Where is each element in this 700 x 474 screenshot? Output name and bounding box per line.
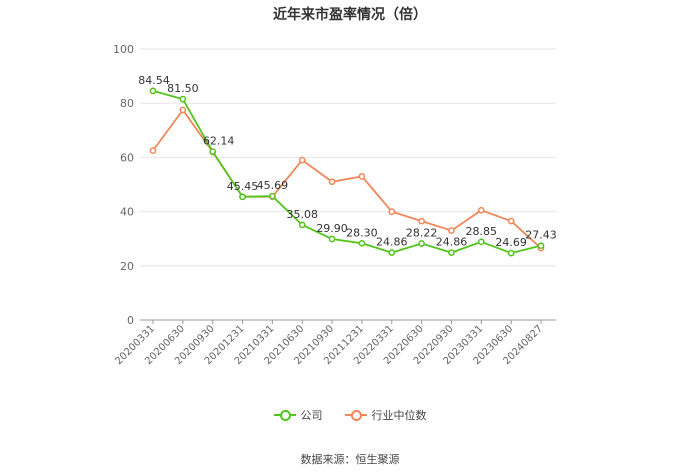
data-point-company — [388, 249, 396, 256]
data-label-company: 24.86 — [376, 236, 408, 249]
data-label-company: 45.45 — [227, 180, 259, 193]
data-source: 数据来源：恒生聚源 — [300, 453, 400, 466]
y-tick-label: 80 — [120, 97, 134, 110]
data-label-company: 45.69 — [257, 179, 289, 192]
data-label-company: 27.43 — [525, 229, 557, 242]
data-point-company — [418, 240, 425, 247]
y-tick-label: 100 — [113, 43, 134, 56]
data-point-company — [328, 235, 336, 243]
grid-lines — [140, 48, 556, 267]
y-tick-label: 40 — [120, 206, 134, 219]
chart-title: 近年来市盈率情况（倍） — [273, 7, 427, 23]
data-label-company: 81.50 — [167, 82, 199, 95]
data-point-company — [179, 95, 187, 103]
data-label-company: 24.69 — [495, 236, 527, 249]
data-point-company — [477, 238, 485, 246]
legend-company-swatch — [273, 409, 296, 421]
data-point-industry-median — [448, 227, 455, 234]
data-point-company — [358, 239, 366, 247]
data-point-industry-median — [149, 147, 157, 154]
data-label-company: 29.90 — [316, 222, 348, 235]
data-point-industry-median — [418, 217, 425, 225]
legend-company-label: 公司 — [300, 409, 323, 422]
data-point-industry-median — [328, 178, 336, 186]
legend-industry-label: 行业中位数 — [371, 409, 427, 422]
data-point-industry-median — [179, 106, 187, 114]
data-point-company — [209, 148, 217, 155]
data-point-company — [537, 242, 545, 250]
data-label-company: 35.08 — [286, 208, 318, 221]
data-point-company — [269, 192, 276, 200]
data-point-company — [239, 193, 246, 201]
data-point-industry-median — [358, 173, 366, 180]
data-label-company: 84.54 — [138, 74, 170, 87]
legend: 公司 行业中位数 — [0, 407, 700, 423]
series-lines — [149, 87, 545, 257]
legend-item-industry-median[interactable]: 行业中位数 — [344, 407, 427, 423]
y-tick-label: 0 — [127, 314, 134, 327]
y-tick-label: 60 — [120, 151, 134, 164]
series-line-company — [152, 90, 542, 255]
data-label-company: 28.30 — [346, 226, 378, 239]
data-label-company: 28.22 — [406, 227, 438, 240]
data-point-industry-median — [298, 156, 306, 164]
data-point-company — [507, 249, 515, 257]
data-point-industry-median — [388, 208, 396, 215]
legend-industry-swatch — [344, 409, 367, 421]
legend-item-company[interactable]: 公司 — [273, 407, 323, 423]
data-point-company — [149, 87, 157, 95]
data-point-industry-median — [507, 217, 515, 225]
data-point-industry-median — [477, 206, 485, 214]
y-tick-label: 20 — [120, 260, 134, 273]
data-point-company — [448, 249, 455, 256]
data-label-company: 28.85 — [466, 225, 498, 238]
data-label-company: 24.86 — [436, 236, 468, 249]
data-point-company — [298, 221, 306, 229]
data-label-company: 62.14 — [203, 135, 235, 148]
